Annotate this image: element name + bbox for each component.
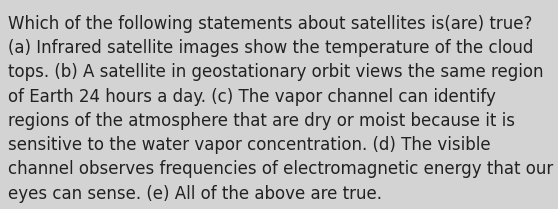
Text: Which of the following statements about satellites is(are) true?
(a) Infrared sa: Which of the following statements about … bbox=[8, 15, 554, 203]
